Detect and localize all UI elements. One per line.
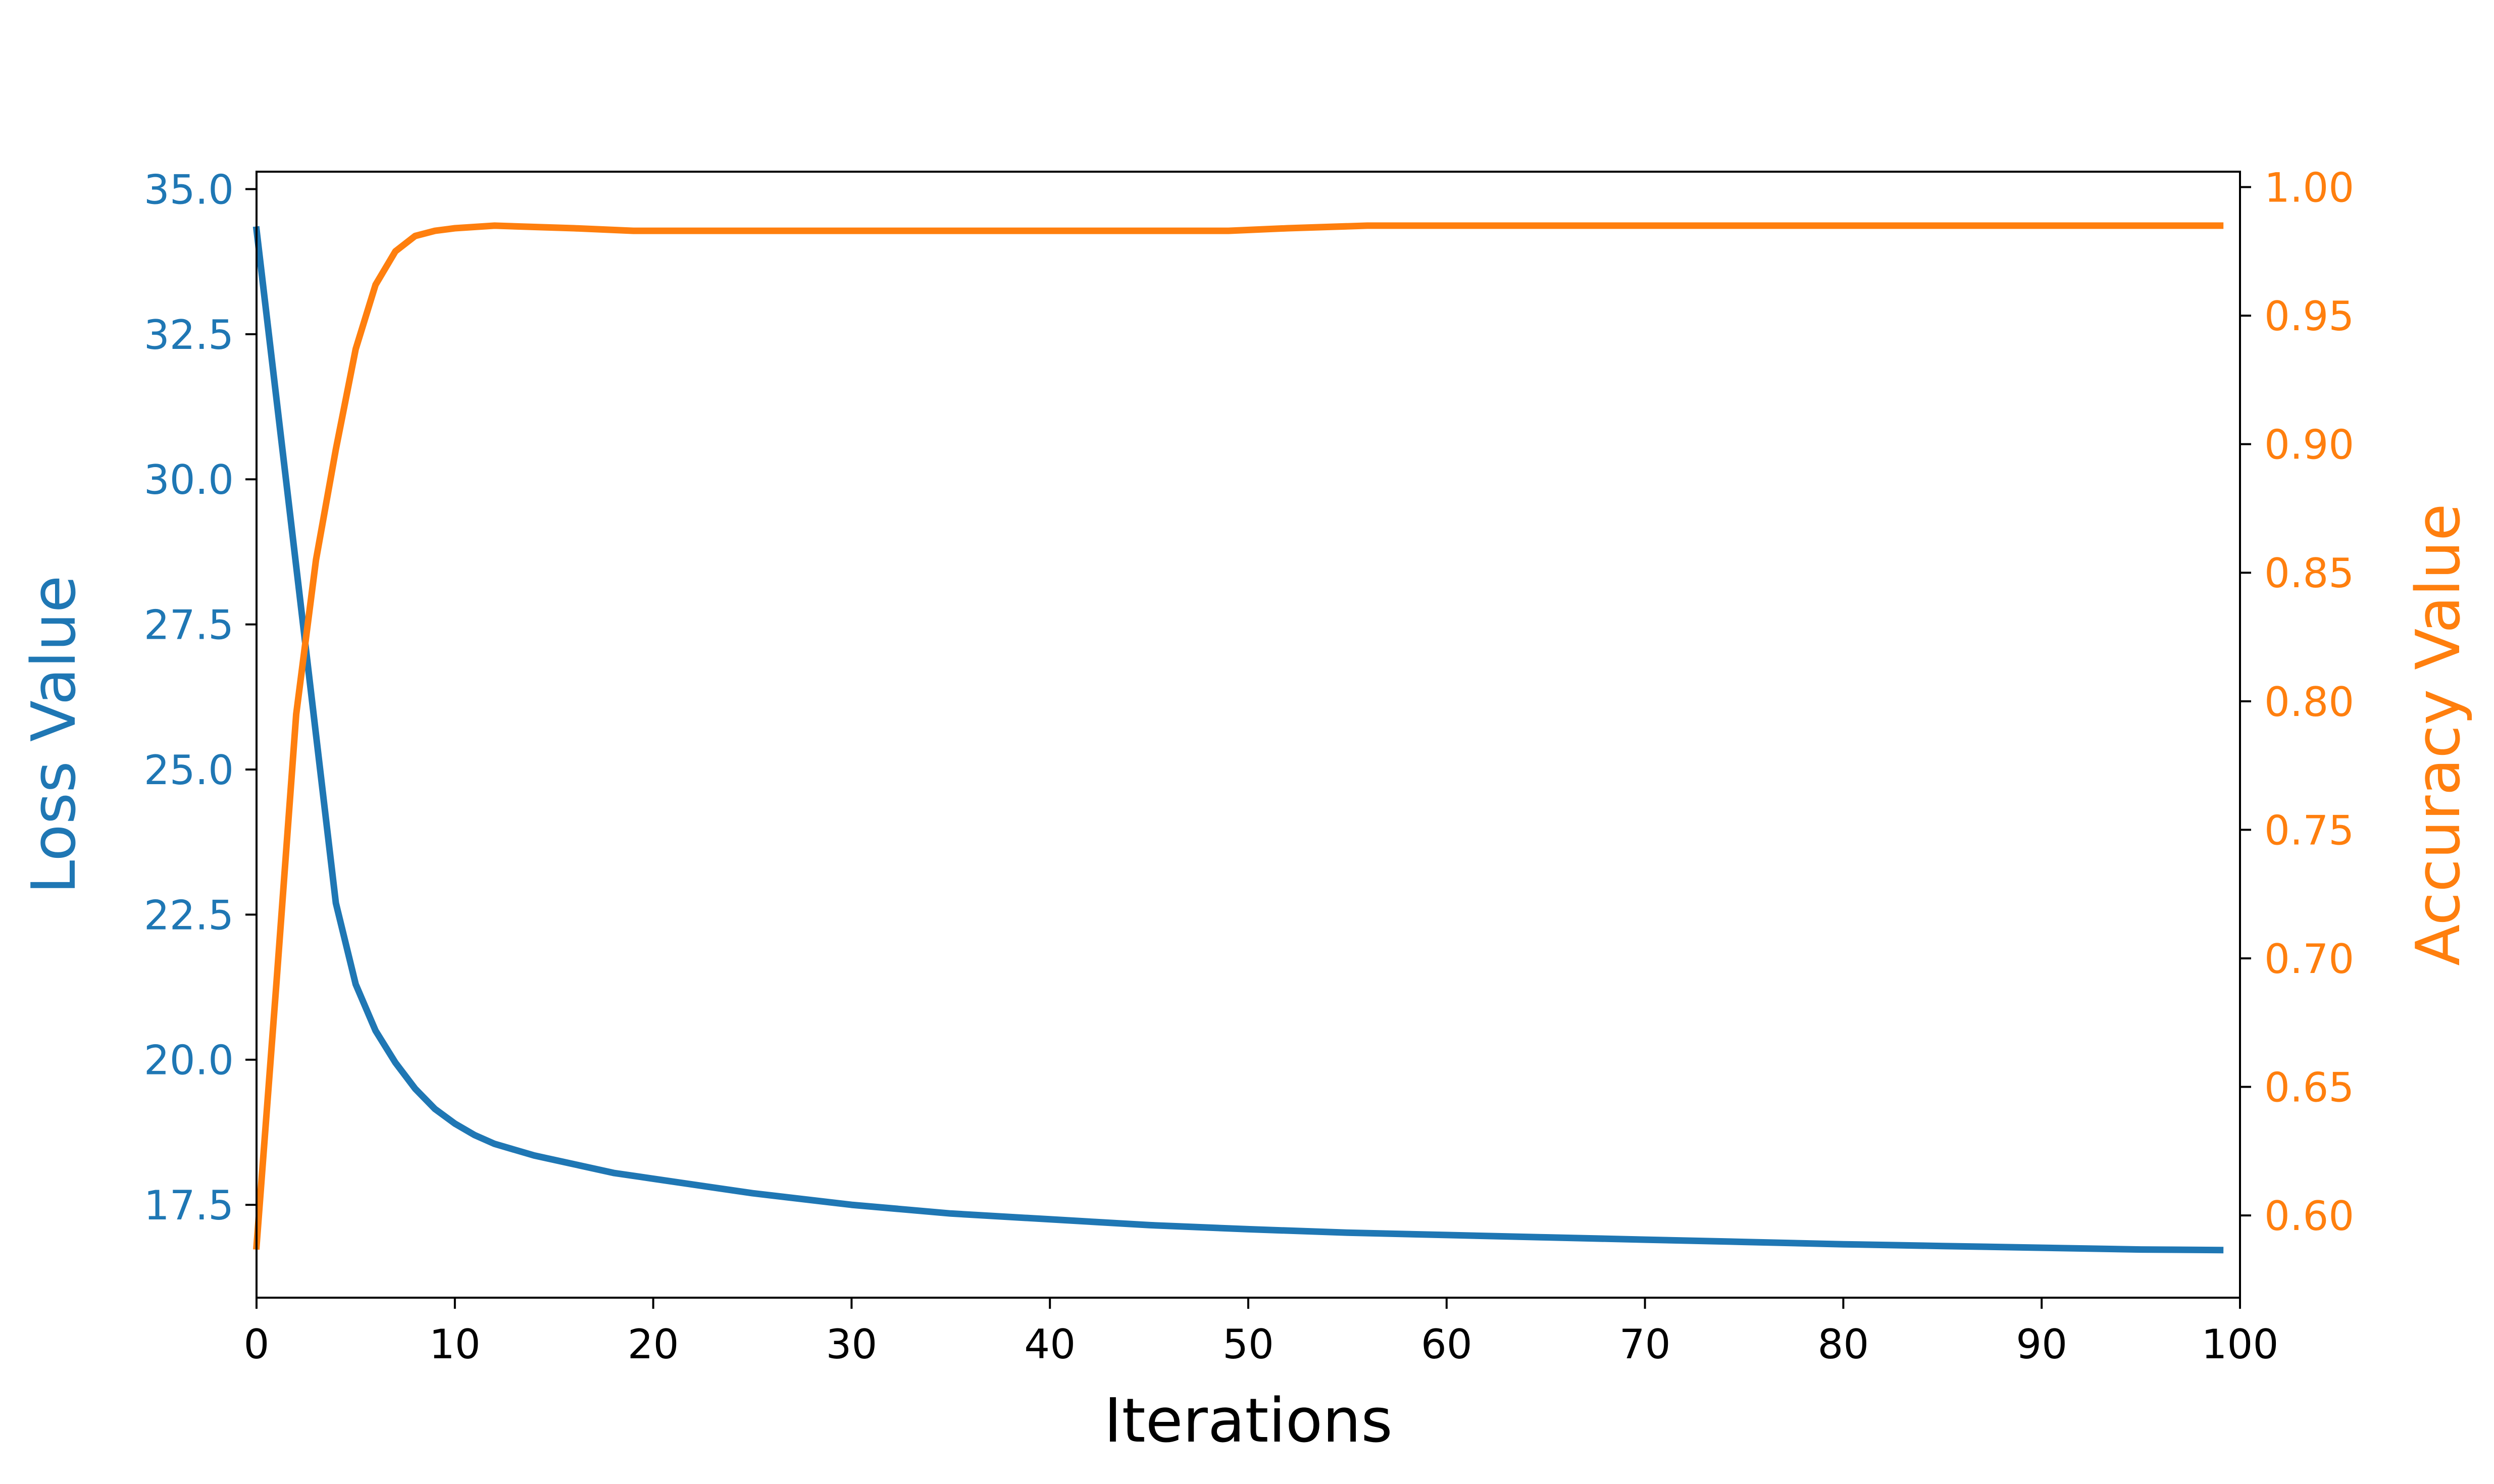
left-tick-label: 32.5	[144, 312, 234, 359]
right-tick-label: 0.70	[2264, 936, 2354, 983]
left-tick-label: 35.0	[144, 166, 234, 213]
left-tick-label: 20.0	[144, 1037, 234, 1084]
right-tick-label: 0.90	[2264, 422, 2354, 469]
x-tick-label: 30	[826, 1321, 878, 1368]
right-axis-ticks: 0.60 0.65 0.70 0.75 0.80 0.85 0.90 0.95 1.00	[2240, 165, 2354, 1240]
left-axis-label: Loss Value	[19, 576, 89, 894]
left-tick-label: 30.0	[144, 456, 234, 503]
right-tick-label: 0.60	[2264, 1193, 2354, 1240]
left-axis-ticks: 17.5 20.0 22.5 25.0 27.5 30.0 32.5 35.0	[144, 166, 257, 1229]
right-tick-label: 0.80	[2264, 679, 2354, 726]
right-tick-label: 1.00	[2264, 165, 2354, 212]
left-tick-label: 17.5	[144, 1182, 234, 1229]
right-tick-label: 0.95	[2264, 293, 2354, 340]
left-tick-label: 22.5	[144, 892, 234, 939]
x-tick-label: 0	[244, 1321, 270, 1368]
x-tick-label: 90	[2016, 1321, 2067, 1368]
x-tick-label: 20	[628, 1321, 679, 1368]
x-tick-label: 50	[1223, 1321, 1274, 1368]
right-tick-label: 0.75	[2264, 807, 2354, 854]
x-tick-label: 60	[1421, 1321, 1472, 1368]
plot-frame	[256, 171, 2241, 1299]
series-line-right	[253, 222, 2224, 1250]
right-tick-label: 0.85	[2264, 550, 2354, 597]
right-tick-label: 0.65	[2264, 1064, 2354, 1111]
left-tick-label: 27.5	[144, 602, 234, 649]
series-line-left	[252, 226, 2224, 1254]
series-layer	[252, 222, 2224, 1254]
x-tick-label: 40	[1024, 1321, 1076, 1368]
x-tick-label: 80	[1818, 1321, 1869, 1368]
right-axis-label: Accuracy Value	[2404, 503, 2474, 966]
x-axis-label: Iterations	[1104, 1386, 1393, 1456]
left-tick-label: 25.0	[144, 747, 234, 794]
x-axis-ticks: 0 10 20 30 40 50 60 70 80 90 100	[244, 1298, 2279, 1368]
x-tick-label: 10	[429, 1321, 481, 1368]
x-tick-label: 100	[2202, 1321, 2279, 1368]
x-tick-label: 70	[1619, 1321, 1671, 1368]
